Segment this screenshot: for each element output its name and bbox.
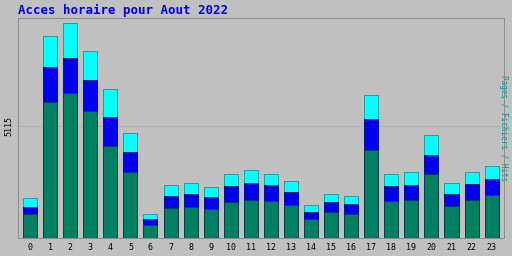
Bar (184, 207, 198, 238)
Bar (23, 207, 37, 238)
Bar (43, 36, 57, 238)
Bar (324, 212, 338, 238)
Bar (143, 225, 158, 238)
Bar (264, 201, 278, 238)
Bar (83, 51, 97, 238)
Bar (204, 187, 218, 238)
Bar (43, 67, 57, 238)
Bar (123, 152, 137, 238)
Bar (103, 89, 117, 238)
Bar (484, 195, 499, 238)
Bar (123, 172, 137, 238)
Bar (364, 150, 378, 238)
Bar (364, 95, 378, 238)
Bar (83, 111, 97, 238)
Bar (244, 170, 258, 238)
Bar (184, 194, 198, 238)
Bar (444, 206, 459, 238)
Bar (163, 185, 178, 238)
Bar (344, 214, 358, 238)
Bar (224, 202, 238, 238)
Bar (344, 196, 358, 238)
Bar (244, 183, 258, 238)
Bar (464, 199, 479, 238)
Bar (204, 197, 218, 238)
Bar (424, 135, 438, 238)
Bar (464, 172, 479, 238)
Bar (304, 205, 318, 238)
Bar (63, 58, 77, 238)
Bar (264, 185, 278, 238)
Bar (204, 209, 218, 238)
Bar (404, 199, 418, 238)
Bar (244, 199, 258, 238)
Bar (103, 146, 117, 238)
Bar (224, 174, 238, 238)
Bar (123, 133, 137, 238)
Bar (424, 174, 438, 238)
Y-axis label: Pages / Fichiers / Hits: Pages / Fichiers / Hits (499, 75, 508, 182)
Bar (63, 93, 77, 238)
Bar (143, 214, 158, 238)
Bar (163, 196, 178, 238)
Bar (43, 102, 57, 238)
Bar (424, 155, 438, 238)
Bar (324, 202, 338, 238)
Bar (163, 208, 178, 238)
Bar (83, 80, 97, 238)
Bar (143, 219, 158, 238)
Bar (344, 204, 358, 238)
Bar (385, 201, 398, 238)
Bar (404, 185, 418, 238)
Bar (324, 194, 338, 238)
Bar (444, 194, 459, 238)
Bar (23, 198, 37, 238)
Bar (364, 119, 378, 238)
Bar (284, 181, 298, 238)
Bar (385, 174, 398, 238)
Bar (385, 186, 398, 238)
Bar (464, 184, 479, 238)
Bar (444, 183, 459, 238)
Bar (284, 192, 298, 238)
Bar (484, 166, 499, 238)
Bar (184, 183, 198, 238)
Bar (264, 174, 278, 238)
Bar (23, 214, 37, 238)
Bar (484, 179, 499, 238)
Bar (404, 172, 418, 238)
Bar (103, 117, 117, 238)
Bar (224, 186, 238, 238)
Bar (284, 205, 298, 238)
Bar (304, 219, 318, 238)
Bar (63, 23, 77, 238)
Bar (304, 212, 318, 238)
Text: Acces horaire pour Aout 2022: Acces horaire pour Aout 2022 (18, 4, 228, 17)
